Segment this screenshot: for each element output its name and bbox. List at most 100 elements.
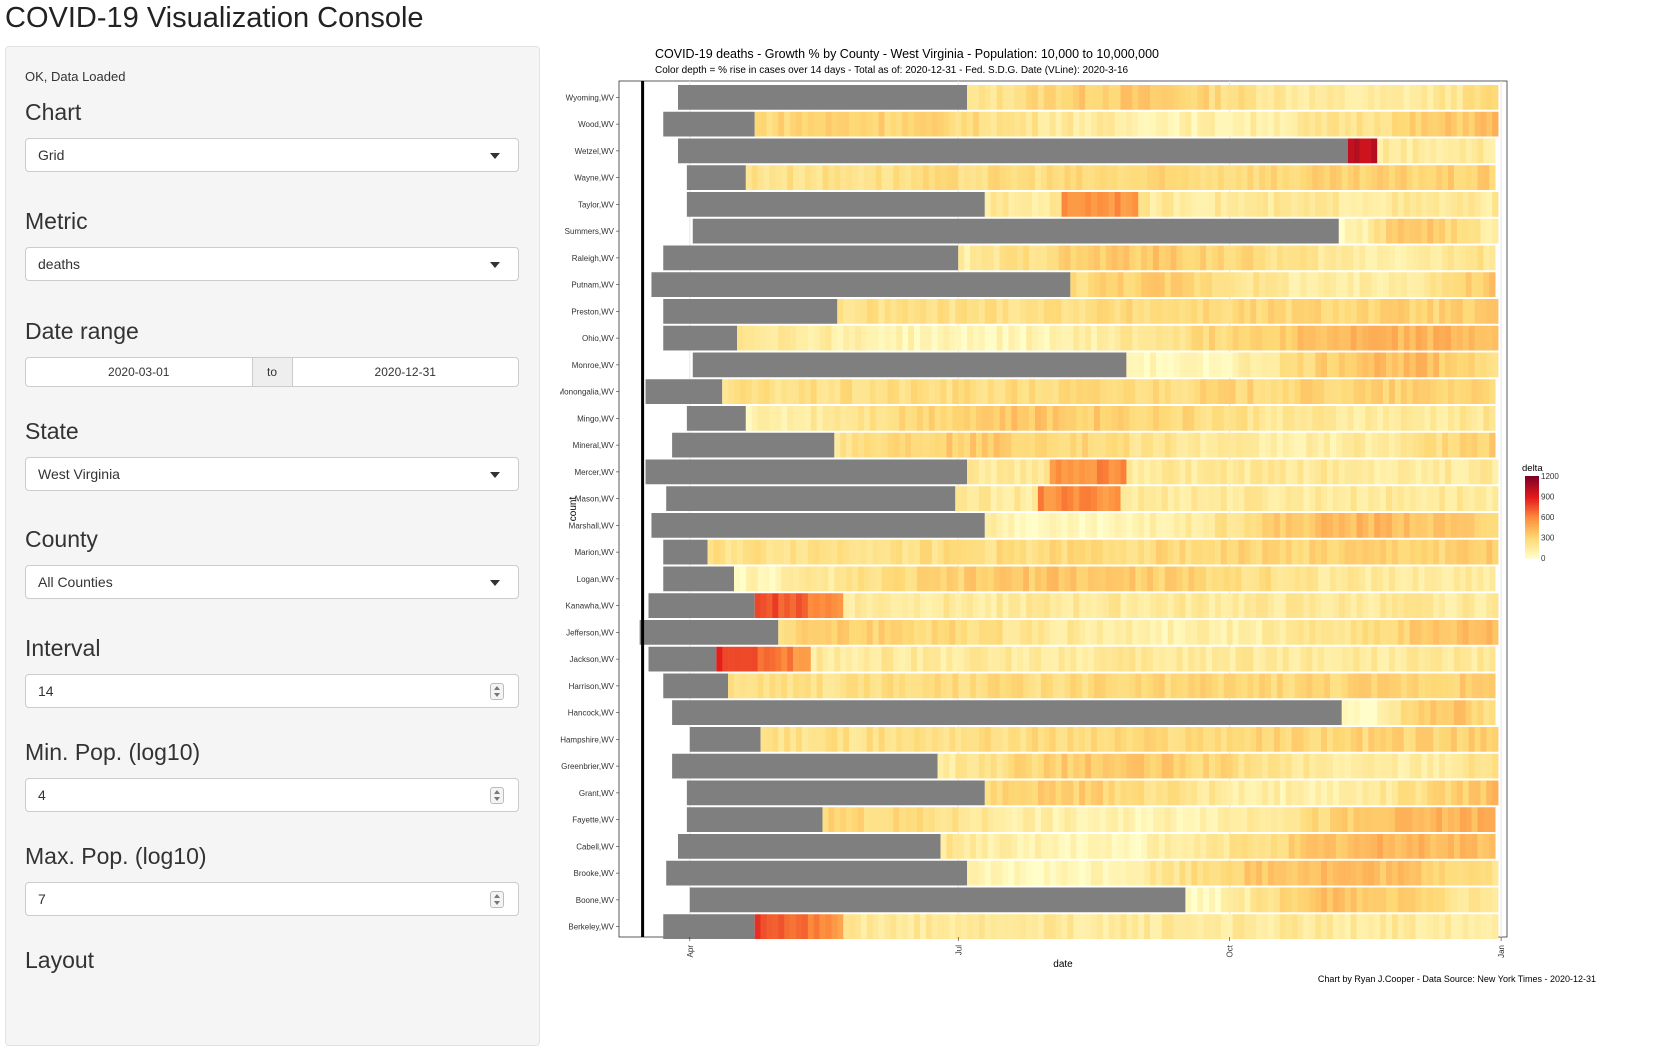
- heat-tile: [1046, 432, 1053, 458]
- heat-tile: [739, 379, 747, 404]
- legend-gradient-step: [1525, 531, 1539, 534]
- heat-tile: [1217, 807, 1225, 832]
- state-select[interactable]: West Virginia: [25, 457, 519, 491]
- heat-tile: [1368, 85, 1375, 110]
- heat-tile: [1073, 539, 1080, 565]
- heat-tile: [863, 566, 871, 592]
- heat-tile: [1206, 566, 1213, 592]
- heat-tile: [1471, 673, 1478, 699]
- heat-tile: [1235, 432, 1242, 458]
- heat-tile: [1217, 646, 1225, 672]
- heat-tile: [1430, 245, 1437, 271]
- heat-tile: [1412, 566, 1419, 592]
- heat-tile: [1327, 513, 1334, 538]
- heat-tile: [787, 406, 794, 431]
- heat-tile: [893, 566, 900, 592]
- heat-tile: [1150, 459, 1157, 485]
- interval-input[interactable]: 14: [25, 674, 519, 708]
- min-pop-input[interactable]: 4: [25, 778, 519, 812]
- heat-tile: [1386, 459, 1393, 485]
- metric-select[interactable]: deaths: [25, 247, 519, 281]
- heat-tile: [1026, 459, 1033, 485]
- heat-tile: [852, 807, 859, 832]
- heat-tile: [1194, 165, 1201, 190]
- heat-tile: [916, 406, 924, 431]
- heat-tile: [1315, 780, 1322, 806]
- heat-tile: [1250, 85, 1257, 110]
- heat-tile: [887, 673, 894, 699]
- heat-tile: [893, 646, 900, 672]
- heat-tile: [1486, 486, 1493, 511]
- heat-tile: [1114, 513, 1121, 538]
- heat-tile: [1005, 432, 1012, 458]
- date-start-input[interactable]: 2020-03-01: [108, 365, 170, 379]
- heat-tile: [1232, 192, 1239, 217]
- heat-tile: [958, 379, 965, 404]
- heat-tile: [973, 593, 980, 618]
- heat-tile: [1161, 620, 1169, 645]
- date-end-input[interactable]: 2020-12-31: [374, 365, 436, 379]
- heat-tile: [1371, 566, 1378, 592]
- stepper-icon[interactable]: [490, 891, 504, 908]
- heat-tile: [1383, 646, 1390, 672]
- heat-tile: [937, 914, 944, 939]
- heat-tile: [1273, 753, 1281, 779]
- chart-select[interactable]: Grid: [25, 138, 519, 172]
- heat-tile: [1276, 673, 1284, 699]
- heat-tile: [1247, 566, 1254, 592]
- county-select[interactable]: All Counties: [25, 565, 519, 599]
- heat-tile: [1309, 325, 1316, 351]
- heat-tile: [1371, 245, 1378, 271]
- heat-tile: [1321, 780, 1328, 806]
- heat-tile: [1037, 111, 1045, 137]
- max-pop-input[interactable]: 7: [25, 882, 519, 916]
- heat-tile: [1439, 780, 1446, 806]
- heat-tile: [1368, 513, 1375, 538]
- heat-tile: [1439, 486, 1446, 511]
- no-data-bar: [648, 593, 755, 618]
- heat-tile: [1073, 513, 1080, 538]
- heat-tile: [1223, 406, 1230, 431]
- heat-tile: [1117, 834, 1124, 859]
- heat-tile: [1415, 352, 1422, 378]
- heat-tile: [1468, 620, 1475, 645]
- heat-tile: [1093, 432, 1101, 458]
- heat-tile: [1014, 593, 1021, 618]
- heat-tile: [1126, 486, 1133, 511]
- heat-tile: [1091, 860, 1098, 886]
- heat-tile: [1492, 299, 1499, 324]
- heat-tile: [1262, 513, 1269, 538]
- heat-tile: [978, 486, 986, 511]
- heat-tile: [1214, 620, 1222, 645]
- stepper-icon[interactable]: [490, 683, 504, 700]
- heat-tile: [1182, 165, 1189, 190]
- heat-tile: [1386, 111, 1393, 137]
- heat-tile: [1043, 111, 1051, 137]
- heat-tile: [846, 165, 853, 190]
- heat-tile: [1400, 245, 1407, 271]
- heat-tile: [1329, 566, 1337, 592]
- heat-tile: [990, 860, 997, 886]
- heat-tile: [1279, 459, 1287, 485]
- heat-tile: [734, 379, 741, 404]
- heat-tile: [1262, 914, 1269, 939]
- heat-tile: [911, 432, 918, 458]
- heat-tile: [946, 379, 953, 404]
- heat-tile: [943, 299, 950, 324]
- heat-tile: [1397, 85, 1405, 110]
- heat-tile: [1049, 325, 1056, 351]
- heat-tile: [1309, 914, 1316, 939]
- heat-tile: [1023, 834, 1030, 859]
- heat-tile: [837, 914, 844, 939]
- heat-tile: [1108, 192, 1115, 217]
- heat-tile: [981, 566, 989, 592]
- state-select-value: West Virginia: [38, 466, 120, 482]
- stepper-icon[interactable]: [490, 787, 504, 804]
- heat-tile: [1046, 834, 1053, 859]
- heat-tile: [787, 566, 794, 592]
- heat-tile: [1468, 860, 1475, 886]
- heat-tile: [863, 406, 871, 431]
- heat-tile: [751, 406, 758, 431]
- heat-tile: [1433, 780, 1440, 806]
- heat-tile: [1241, 379, 1248, 404]
